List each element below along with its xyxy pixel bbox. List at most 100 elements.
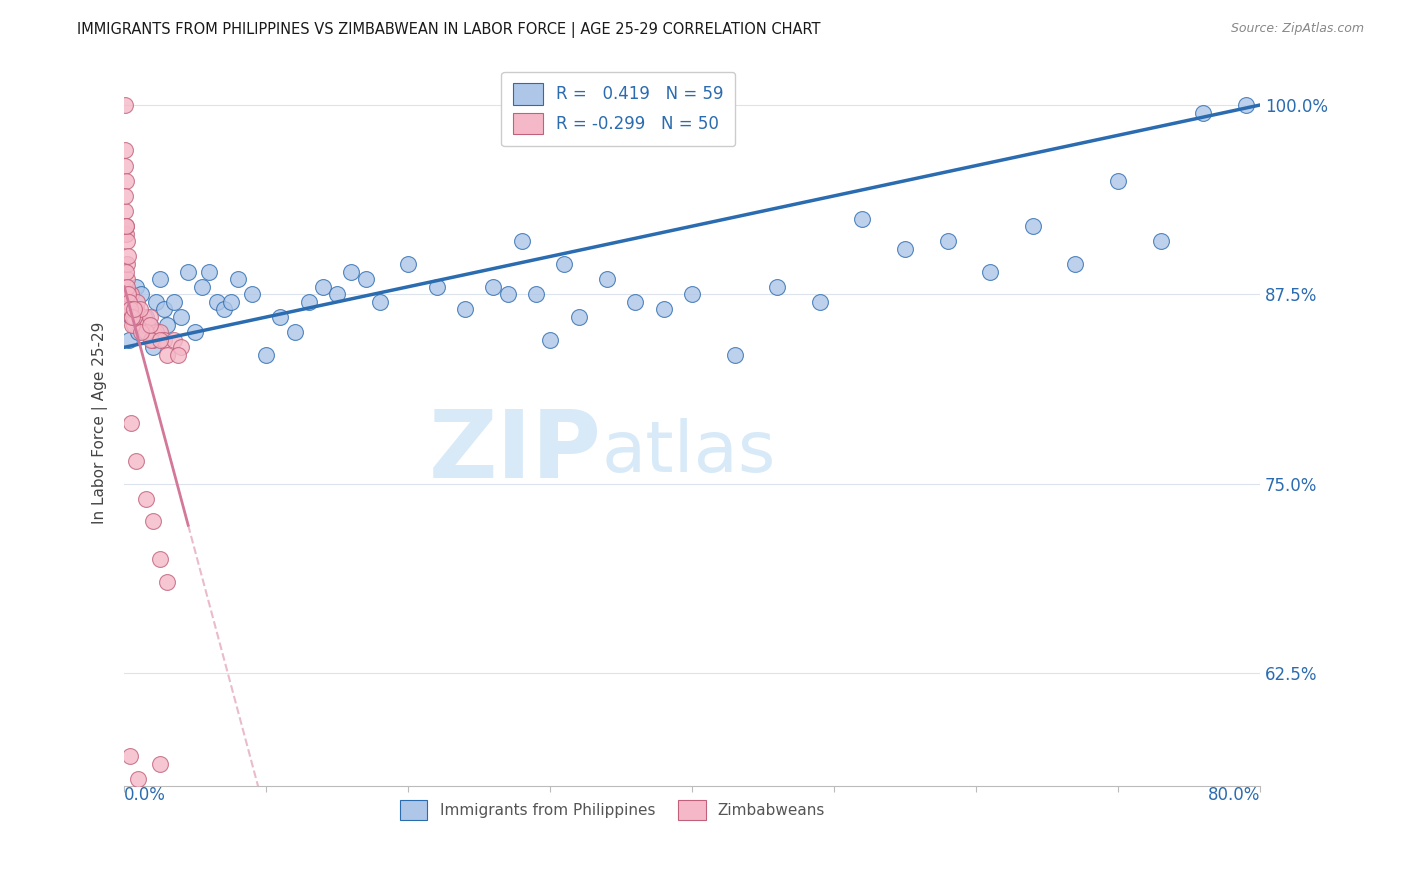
Point (326, 287, 349, 301)
Point (115, 219, 138, 234)
Point (766, 279, 789, 293)
Point (118, 302, 141, 317)
Point (226, 272, 249, 286)
Point (118, 749, 141, 764)
Point (153, 302, 176, 317)
Point (163, 333, 186, 347)
Point (115, 235, 138, 249)
Point (125, 294, 148, 309)
Point (979, 264, 1001, 278)
Point (1107, 174, 1129, 188)
Point (128, 772, 150, 786)
Point (124, 279, 146, 293)
Point (115, 272, 138, 286)
Point (149, 325, 172, 339)
Point (131, 318, 153, 332)
Point (177, 264, 200, 278)
Point (936, 235, 959, 249)
Point (624, 294, 647, 309)
Point (156, 348, 179, 362)
Point (149, 552, 172, 566)
Point (652, 302, 675, 317)
Point (1064, 257, 1087, 271)
Point (121, 302, 143, 317)
Point (496, 287, 519, 301)
Point (139, 310, 162, 324)
Point (141, 333, 163, 347)
Point (114, 159, 136, 173)
Point (170, 340, 193, 354)
Point (170, 310, 193, 324)
Point (136, 318, 159, 332)
Point (149, 272, 172, 286)
Point (139, 318, 162, 332)
Point (128, 325, 150, 339)
Point (524, 287, 547, 301)
Point (120, 302, 142, 317)
Point (153, 333, 176, 347)
Point (167, 348, 190, 362)
Point (808, 294, 831, 309)
Point (121, 310, 143, 324)
Point (142, 515, 165, 529)
Point (368, 294, 391, 309)
Point (142, 340, 165, 354)
Point (118, 294, 141, 309)
Point (163, 294, 186, 309)
Point (149, 333, 172, 347)
Y-axis label: In Labor Force | Age 25-29: In Labor Force | Age 25-29 (93, 322, 108, 524)
Text: IMMIGRANTS FROM PHILIPPINES VS ZIMBABWEAN IN LABOR FORCE | AGE 25-29 CORRELATION: IMMIGRANTS FROM PHILIPPINES VS ZIMBABWEA… (77, 22, 821, 38)
Point (184, 325, 207, 339)
Point (681, 287, 703, 301)
Point (426, 279, 449, 293)
Point (254, 348, 277, 362)
Point (156, 575, 179, 590)
Text: 80.0%: 80.0% (1208, 787, 1260, 805)
Point (134, 310, 156, 324)
Point (115, 257, 138, 271)
Point (117, 250, 139, 264)
Point (120, 310, 142, 324)
Point (135, 491, 157, 506)
Point (131, 287, 153, 301)
Point (240, 287, 263, 301)
Point (298, 294, 321, 309)
Point (121, 318, 143, 332)
Point (145, 325, 167, 339)
Point (156, 318, 179, 332)
Point (122, 302, 145, 317)
Point (122, 310, 145, 324)
Point (135, 310, 157, 324)
Point (851, 211, 873, 226)
Point (553, 257, 575, 271)
Point (115, 219, 138, 234)
Point (118, 294, 141, 309)
Point (538, 333, 561, 347)
Point (454, 302, 477, 317)
Point (1234, 98, 1257, 112)
Legend: Immigrants from Philippines, Zimbabweans: Immigrants from Philippines, Zimbabweans (394, 794, 831, 826)
Point (149, 756, 172, 771)
Point (145, 294, 167, 309)
Point (124, 302, 146, 317)
Point (724, 348, 747, 362)
Point (269, 310, 291, 324)
Point (340, 264, 363, 278)
Point (510, 235, 533, 249)
Point (1149, 235, 1171, 249)
Point (124, 454, 146, 468)
Point (219, 294, 242, 309)
Point (894, 242, 917, 256)
Point (198, 264, 221, 278)
Point (131, 325, 153, 339)
Point (205, 294, 228, 309)
Point (139, 318, 162, 332)
Point (312, 279, 335, 293)
Point (354, 272, 377, 286)
Point (396, 257, 419, 271)
Point (482, 279, 505, 293)
Point (120, 287, 142, 301)
Point (114, 144, 136, 158)
Point (142, 333, 165, 347)
Point (115, 227, 138, 241)
